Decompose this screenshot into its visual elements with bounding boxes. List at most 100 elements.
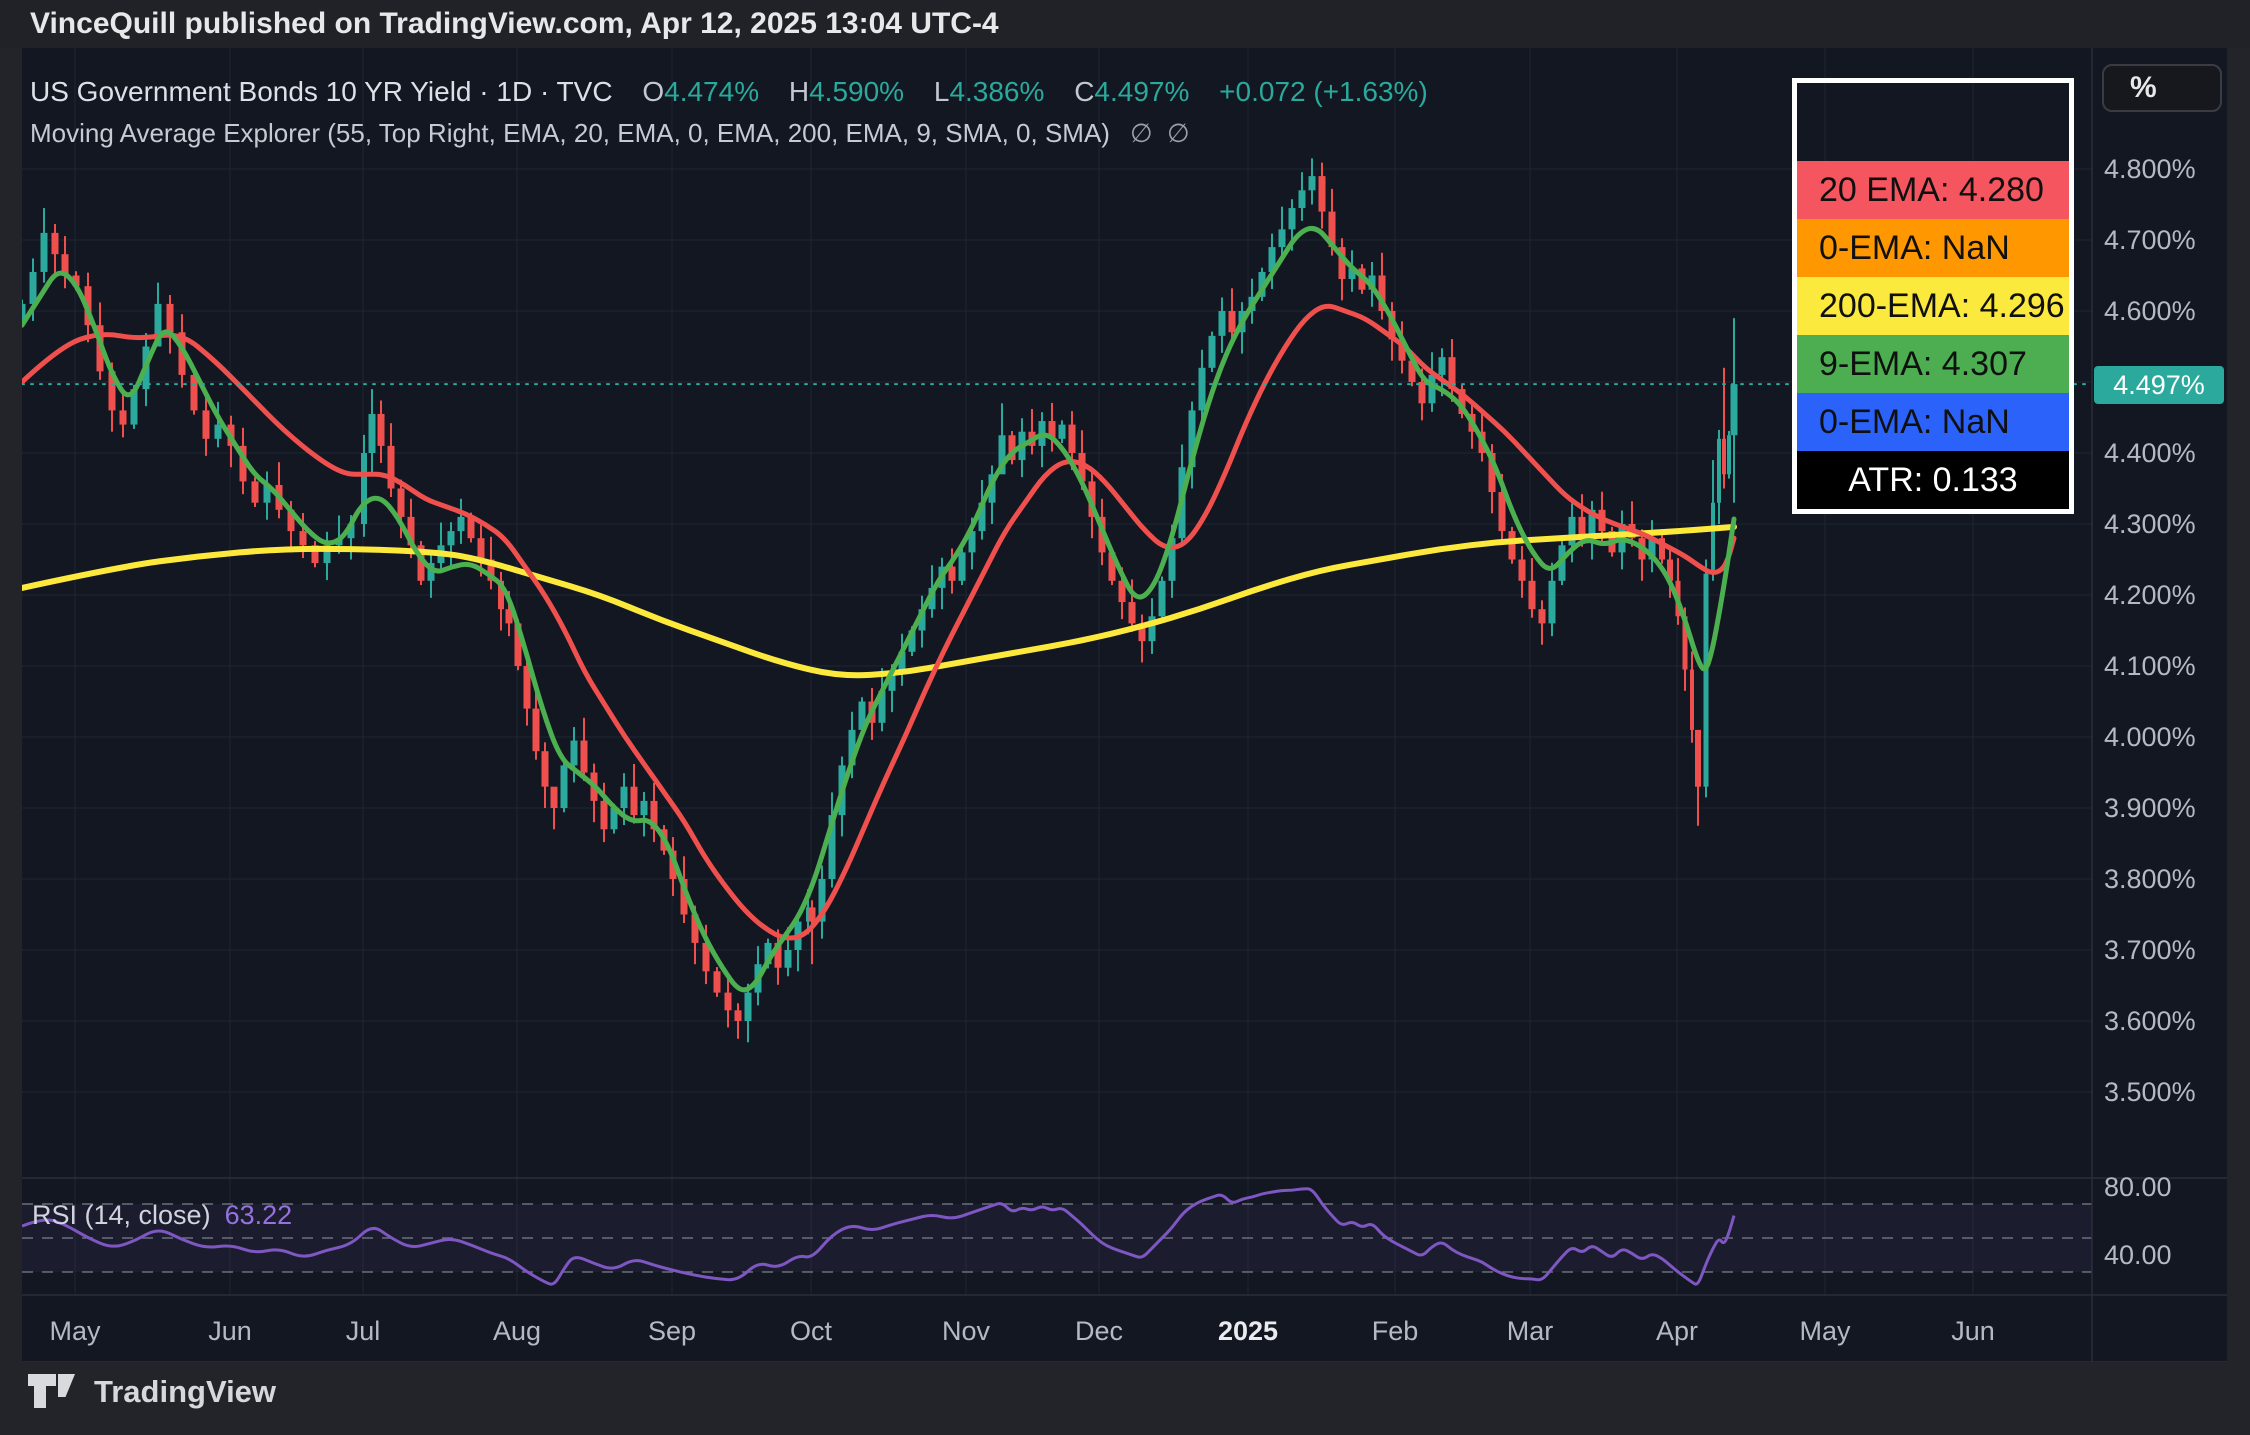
- candle: [1508, 526, 1516, 564]
- candle: [818, 865, 826, 939]
- candle: [734, 1003, 742, 1039]
- candle: [1548, 562, 1556, 637]
- candle: [40, 208, 48, 283]
- symbol-title-row: US Government Bonds 10 YR Yield · 1D · T…: [30, 76, 1428, 108]
- rsi-name[interactable]: RSI (14, close): [32, 1200, 211, 1230]
- ohlc-open-key: O: [642, 76, 665, 107]
- candle: [1659, 533, 1665, 564]
- time-axis-label: 2025: [1218, 1316, 1278, 1346]
- candle: [323, 531, 331, 581]
- candle: [1218, 297, 1226, 353]
- candle: [1667, 546, 1673, 598]
- candle: [51, 224, 59, 276]
- candle: [119, 392, 127, 438]
- tradingview-logo-icon: [28, 1374, 75, 1408]
- candle: [427, 549, 435, 598]
- price-axis-label: 4.400%: [2104, 438, 2196, 468]
- price-axis-labels[interactable]: 4.800% 4.700% 4.600% 4.400% 4.300% 4.200% 4.10…: [2104, 154, 2196, 1270]
- candle: [918, 595, 926, 648]
- candle: [1228, 288, 1236, 341]
- candle: [1308, 158, 1316, 205]
- candle: [1268, 233, 1276, 289]
- candle: [898, 633, 906, 686]
- rsi-axis-label: 40.00: [2104, 1240, 2172, 1270]
- candle: [560, 761, 568, 813]
- ma-legend-row: 200-EMA: 4.296: [1797, 277, 2069, 335]
- candle: [457, 498, 465, 544]
- candle: [1378, 252, 1386, 320]
- time-axis-label: Sep: [648, 1316, 696, 1346]
- time-axis-labels[interactable]: May Jun Jul Aug Sep Oct Nov Dec 2025 Feb Mar Apr May…: [49, 1316, 1994, 1346]
- candlestick-series: [22, 158, 1738, 1043]
- candle: [1727, 430, 1731, 479]
- chart-panel: 4.800% 4.700% 4.600% 4.400% 4.300% 4.200% 4.10…: [22, 48, 2227, 1362]
- price-axis-label: 3.800%: [2104, 864, 2196, 894]
- rsi-value: 63.22: [224, 1200, 293, 1230]
- price-axis-label: 3.700%: [2104, 935, 2196, 965]
- ma-legend-row: 20 EMA: 4.280: [1797, 161, 2069, 219]
- candle: [828, 792, 836, 888]
- price-axis-label: 4.300%: [2104, 509, 2196, 539]
- candle: [541, 742, 549, 808]
- candle: [1158, 576, 1166, 621]
- price-axis-label: 4.800%: [2104, 154, 2196, 184]
- candle: [948, 548, 956, 594]
- candle: [1388, 302, 1396, 361]
- time-axis-label: Aug: [493, 1316, 541, 1346]
- candle: [1028, 408, 1036, 455]
- indicator-title[interactable]: Moving Average Explorer (55, Top Right, …: [30, 118, 1110, 148]
- candle: [1278, 206, 1286, 256]
- candle: [1730, 318, 1738, 503]
- ema-line-20-ema: [22, 303, 1737, 941]
- rsi-indicator-label: RSI (14, close) 63.22: [32, 1200, 292, 1231]
- candle: [190, 370, 198, 415]
- candle: [202, 396, 210, 456]
- price-axis-label: 4.200%: [2104, 580, 2196, 610]
- candle: [166, 295, 174, 354]
- candle: [713, 967, 721, 997]
- candle: [437, 522, 445, 572]
- candle: [1208, 331, 1216, 373]
- candle: [878, 668, 886, 732]
- percent-scale-button[interactable]: %: [2102, 64, 2222, 112]
- candle: [808, 900, 816, 965]
- candle: [1717, 429, 1721, 524]
- candle: [311, 541, 319, 568]
- ema-lines: [22, 225, 1737, 993]
- candle: [724, 979, 732, 1028]
- chart-canvas[interactable]: 4.800% 4.700% 4.600% 4.400% 4.300% 4.200% 4.10…: [22, 48, 2227, 1362]
- candle: [251, 477, 259, 507]
- price-axis-label: 4.100%: [2104, 651, 2196, 681]
- ema-line-200-ema: [22, 523, 1737, 679]
- ohlc-high-value: 4.590%: [809, 76, 905, 107]
- ohlc-low-value: 4.386%: [949, 76, 1045, 107]
- candle: [1188, 401, 1196, 489]
- candle: [361, 434, 367, 537]
- candle: [1448, 339, 1456, 402]
- candle: [1518, 546, 1526, 598]
- candle: [1695, 729, 1701, 826]
- ohlc-close-value: 4.497%: [1094, 76, 1190, 107]
- ma-legend-row: ATR: 0.133: [1797, 451, 2069, 509]
- time-axis-label: Mar: [1507, 1316, 1554, 1346]
- ma-legend-row: 9-EMA: 4.307: [1797, 335, 2069, 393]
- chart-legend-titles: US Government Bonds 10 YR Yield · 1D · T…: [30, 76, 1428, 149]
- candle: [1711, 460, 1715, 581]
- time-axis-label: Jul: [346, 1316, 381, 1346]
- candle: [1458, 384, 1466, 419]
- price-axis-label: 3.900%: [2104, 793, 2196, 823]
- rsi-axis-label: 80.00: [2104, 1172, 2172, 1202]
- pane-separators: [22, 48, 2227, 1362]
- candle: [214, 401, 222, 448]
- indicator-title-row: Moving Average Explorer (55, Top Right, …: [30, 118, 1428, 149]
- candle: [387, 423, 395, 498]
- indicator-hidden-icons[interactable]: ∅ ∅: [1129, 118, 1190, 148]
- candle: [1138, 614, 1146, 663]
- time-axis-label: May: [1799, 1316, 1851, 1346]
- current-price-badge: 4.497%: [2094, 366, 2224, 404]
- symbol-title[interactable]: US Government Bonds 10 YR Yield · 1D · T…: [30, 76, 613, 107]
- rsi-line: [22, 1187, 1736, 1286]
- candle: [263, 471, 271, 520]
- candle: [1528, 558, 1536, 618]
- candle: [744, 983, 752, 1043]
